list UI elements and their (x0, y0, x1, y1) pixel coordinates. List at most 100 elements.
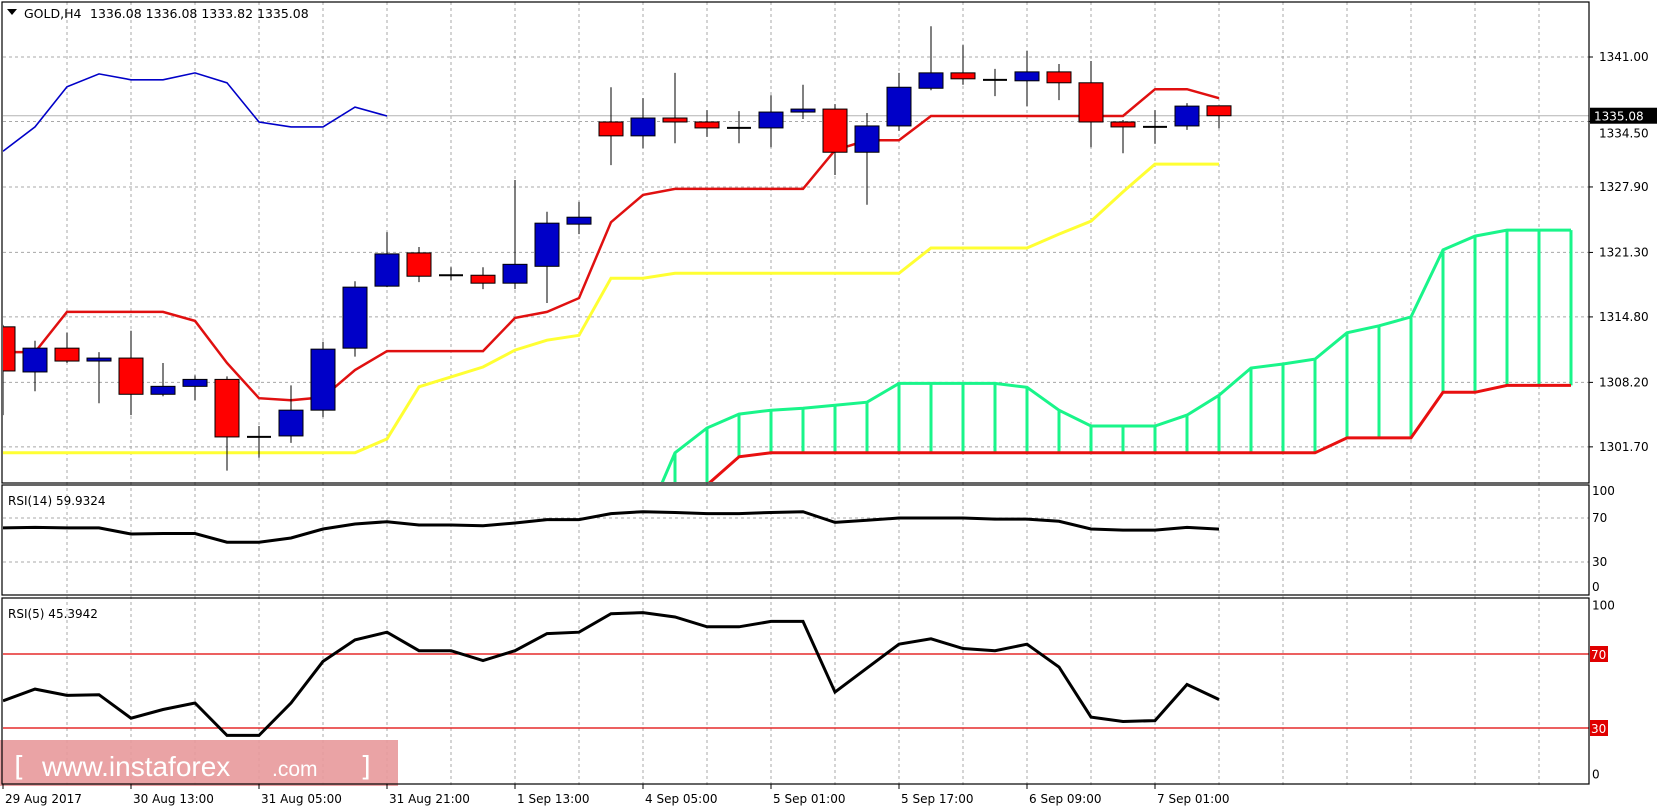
candle[interactable] (86, 352, 112, 404)
candle-body (470, 274, 496, 284)
watermark-text: www.instaforex (41, 751, 230, 782)
time-label: 30 Aug 13:00 (133, 792, 214, 806)
candle-body (1110, 121, 1136, 128)
candle-body (3, 326, 16, 372)
candle[interactable] (1174, 103, 1200, 130)
triangle-down-icon[interactable] (7, 9, 17, 15)
candle[interactable] (214, 376, 240, 471)
candle[interactable] (182, 375, 208, 401)
chikou-span-line (3, 72, 388, 152)
time-label: 31 Aug 21:00 (389, 792, 470, 806)
candle[interactable] (0, 324, 16, 416)
price-label: 1327.90 (1599, 180, 1649, 194)
price-label: 1308.20 (1599, 375, 1649, 389)
candle-body (150, 385, 176, 395)
time-label: 5 Sep 01:00 (773, 792, 845, 806)
grid-lines (3, 2, 1589, 786)
candle-body (502, 263, 528, 284)
candle[interactable] (598, 87, 624, 166)
current-price-label: 1335.08 (1594, 110, 1644, 124)
time-label: 31 Aug 05:00 (261, 792, 342, 806)
candle[interactable] (662, 72, 688, 144)
candle[interactable] (886, 72, 912, 131)
rsi5-axis-label: 100 (1592, 599, 1615, 613)
candle[interactable] (694, 110, 720, 137)
candle[interactable] (278, 385, 304, 443)
kijun-sen-line (3, 162, 1219, 455)
candle-body (918, 72, 944, 89)
candle-body (598, 121, 624, 137)
candle-body (662, 117, 688, 123)
candle-body (534, 222, 560, 267)
axes: 1341.00 1334.50 1327.90 1321.30 1314.80 1308.… (2, 50, 1657, 806)
chart-header: GOLD,H4 1336.08 1336.08 1333.82 1335.08 (7, 6, 309, 21)
candle-body (854, 125, 880, 153)
watermark-bracket-open: [ (14, 750, 25, 783)
candle-body (406, 252, 432, 277)
candle-body (214, 378, 240, 438)
candle[interactable] (727, 111, 751, 144)
candle[interactable] (406, 246, 432, 283)
candle[interactable] (630, 98, 656, 149)
candle[interactable] (247, 426, 271, 458)
rsi14-title: RSI(14) 59.9324 (8, 494, 106, 508)
time-label: 4 Sep 05:00 (645, 792, 717, 806)
candle[interactable] (790, 84, 816, 119)
candle[interactable] (1206, 105, 1232, 129)
candle[interactable] (150, 363, 176, 397)
candle-body (54, 347, 80, 362)
price-label: 1341.00 (1599, 50, 1649, 64)
candle-body (758, 111, 784, 129)
candle-body (566, 216, 592, 225)
price-label: 1321.30 (1599, 245, 1649, 259)
time-label: 7 Sep 01:00 (1157, 792, 1229, 806)
candle[interactable] (1014, 51, 1040, 107)
candle-body (822, 108, 848, 153)
candle[interactable] (1046, 63, 1072, 101)
candle[interactable] (1143, 110, 1167, 144)
candle[interactable] (854, 113, 880, 205)
time-label: 5 Sep 17:00 (901, 792, 973, 806)
candle-body (886, 86, 912, 127)
candle[interactable] (534, 211, 560, 304)
symbol-label: GOLD,H4 (24, 6, 81, 21)
candle[interactable] (758, 95, 784, 148)
candle[interactable] (566, 201, 592, 235)
rsi14-axis-label: 70 (1592, 511, 1607, 525)
candle[interactable] (22, 340, 48, 392)
rsi5-panel[interactable] (3, 611, 1589, 737)
candle[interactable] (1078, 60, 1104, 148)
watermark-suffix: .com (272, 758, 318, 781)
candle[interactable] (470, 267, 496, 290)
candle[interactable] (54, 332, 80, 364)
candle[interactable] (983, 68, 1007, 97)
panel-frames (1, 1, 1590, 785)
rsi14-axis-label: 30 (1592, 555, 1607, 569)
candle[interactable] (118, 330, 144, 416)
candle[interactable] (502, 180, 528, 290)
candle[interactable] (822, 104, 848, 176)
candle[interactable] (950, 45, 976, 85)
rsi14-axis-label: 0 (1592, 580, 1600, 594)
watermark-bracket-close: ] (360, 750, 371, 783)
price-label: 1334.50 (1599, 127, 1649, 141)
ohlc-readout: 1336.08 1336.08 1333.82 1335.08 (90, 6, 309, 21)
panel-border (1, 1, 1590, 484)
rsi14-panel[interactable] (3, 510, 1220, 544)
rsi5-title: RSI(5) 45.3942 (8, 607, 98, 621)
candle[interactable] (918, 26, 944, 91)
watermark-logo: [ www.instaforex .com ] (0, 740, 398, 786)
candle[interactable] (342, 281, 368, 357)
candle-body (278, 409, 304, 437)
price-label: 1301.70 (1599, 440, 1649, 454)
candle[interactable] (374, 232, 400, 288)
candle-body (1174, 105, 1200, 127)
candle[interactable] (310, 341, 336, 418)
price-panel[interactable] (0, 26, 1573, 545)
candle[interactable] (439, 267, 463, 281)
candle[interactable] (1110, 119, 1136, 154)
rsi14-axis-label: 100 (1592, 484, 1615, 498)
candle-body (22, 347, 48, 373)
candle-body (790, 108, 816, 113)
